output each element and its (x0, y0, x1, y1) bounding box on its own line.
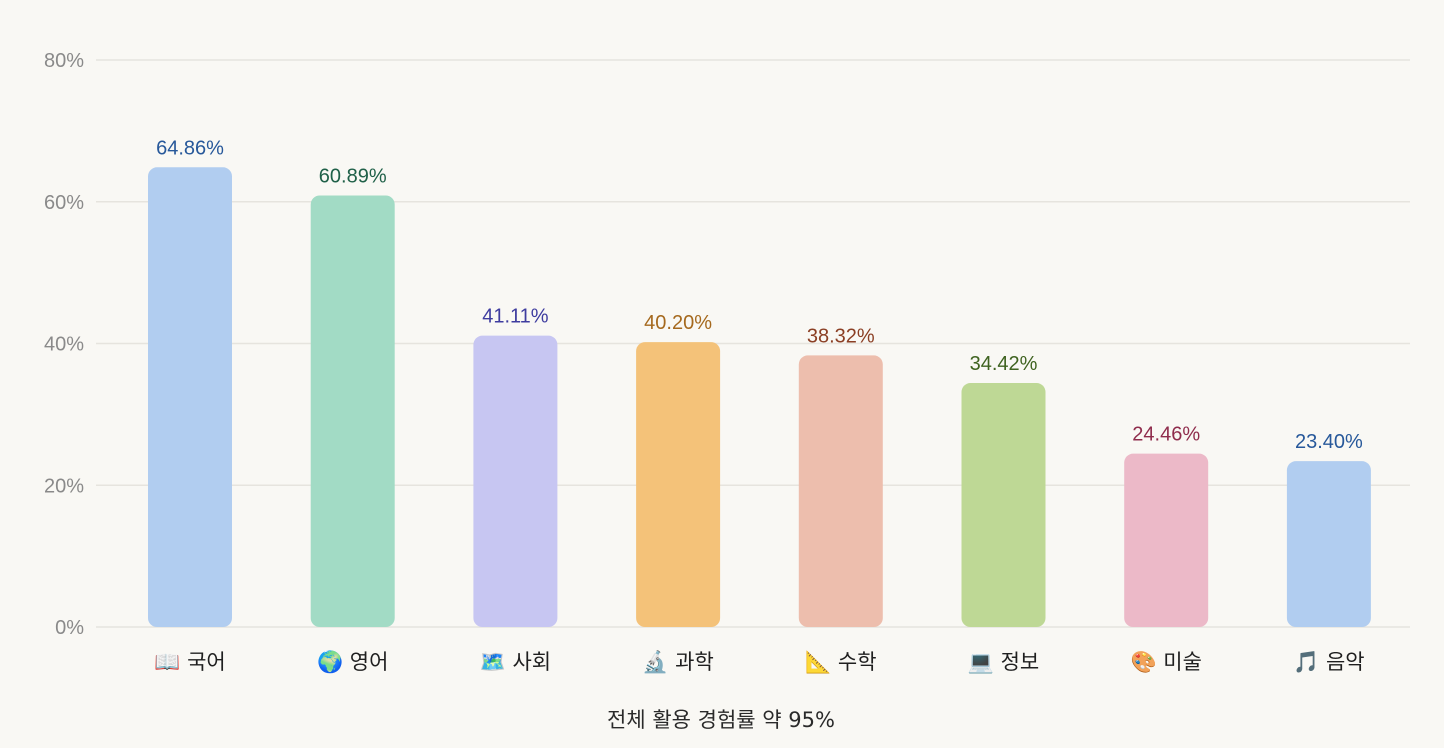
bar (1286, 461, 1371, 627)
y-tick-label: 80% (44, 50, 84, 72)
x-category-label: 📖 국어 (154, 650, 225, 674)
bar-value-label: 38.32% (807, 325, 875, 347)
bar-value-label: 40.20% (644, 312, 712, 334)
y-tick-label: 40% (44, 334, 84, 356)
x-category-label: 📐 수학 (805, 649, 876, 674)
bar (798, 355, 883, 627)
y-tick-label: 0% (55, 617, 84, 639)
bar-value-label: 64.86% (156, 137, 224, 159)
bar-value-label: 60.89% (319, 165, 387, 187)
chart-caption: 전체 활용 경험률 약 95% (607, 708, 835, 732)
x-category-label: 🎵 음악 (1293, 650, 1364, 674)
y-axis-ticks: 0% 20% 40% 60% 80% (44, 50, 84, 639)
y-tick-label: 20% (44, 475, 84, 497)
bar (148, 167, 232, 627)
x-category-label: 🎨 미술 (1130, 649, 1201, 674)
bar-value-label: 23.40% (1295, 431, 1363, 453)
bar (310, 195, 395, 627)
bar (473, 335, 558, 627)
bars (148, 167, 1371, 627)
value-labels: 64.86% 60.89% 41.11% 40.20% 38.32% 34.42% 24.4… (156, 137, 1363, 453)
bar-value-label: 24.46% (1132, 424, 1200, 446)
x-category-label: 🔬 과학 (642, 649, 713, 674)
bar-value-label: 34.42% (970, 353, 1038, 375)
x-category-label: 🗺️ 사회 (480, 650, 551, 674)
bar (961, 383, 1046, 627)
x-category-label: 🌍 영어 (317, 649, 388, 674)
x-category-label: 💻 정보 (968, 650, 1039, 674)
category-labels: 📖 국어 🌍 영어 🗺️ 사회 🔬 과학 📐 수학 💻 정보 🎨 미술 🎵 음악 (154, 649, 1364, 674)
bar (636, 342, 721, 627)
grid-lines (96, 59, 1410, 628)
y-tick-label: 60% (44, 192, 84, 214)
bar-value-label: 41.11% (482, 306, 549, 328)
bar (1124, 453, 1209, 627)
